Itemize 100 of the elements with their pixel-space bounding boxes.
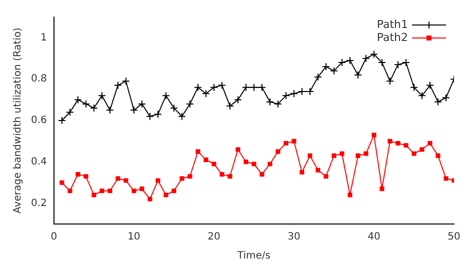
point <box>338 58 346 67</box>
x-tick-label: 30 <box>288 232 300 243</box>
y-tick-label: 0.8 <box>30 74 47 85</box>
point <box>364 151 368 156</box>
point <box>410 83 418 92</box>
x-tick-label: 50 <box>448 232 460 243</box>
point <box>196 149 200 154</box>
x-tick-label: 0 <box>50 232 58 243</box>
point <box>180 176 184 181</box>
x-tick-label: 10 <box>128 232 140 243</box>
point <box>420 147 424 152</box>
point <box>324 174 328 179</box>
legend-label: Path2 <box>376 30 408 44</box>
point <box>386 77 394 86</box>
point <box>330 66 338 75</box>
point <box>274 100 282 108</box>
point <box>228 174 232 179</box>
y-tick-label: 1 <box>40 32 47 44</box>
point <box>60 180 64 185</box>
point <box>436 153 440 158</box>
point <box>170 104 178 112</box>
point <box>148 196 152 202</box>
point <box>442 94 450 102</box>
point <box>218 81 226 90</box>
point <box>106 106 114 114</box>
point <box>290 90 298 98</box>
point <box>284 141 288 146</box>
point <box>388 138 392 144</box>
point <box>140 186 144 192</box>
point <box>226 102 234 110</box>
point <box>164 192 168 198</box>
point <box>130 106 138 114</box>
point <box>250 83 258 92</box>
x-tick-label: 20 <box>208 232 220 243</box>
point <box>260 172 264 177</box>
point <box>202 90 210 98</box>
point <box>220 172 224 177</box>
point <box>204 158 208 162</box>
y-tick-label: 0.6 <box>30 115 47 126</box>
point <box>132 188 136 194</box>
point <box>66 108 74 116</box>
y-tick-label: 0.2 <box>30 198 47 209</box>
point <box>156 178 160 183</box>
point <box>124 178 128 183</box>
point <box>68 188 72 194</box>
point <box>90 104 98 112</box>
point <box>418 92 426 100</box>
point <box>402 58 410 67</box>
point <box>428 141 432 146</box>
point <box>98 92 106 100</box>
point <box>396 141 400 146</box>
point <box>404 143 408 148</box>
point <box>276 149 280 154</box>
point <box>378 58 386 67</box>
point <box>354 70 362 79</box>
point <box>138 100 146 108</box>
point <box>300 170 304 175</box>
point <box>258 83 266 92</box>
point <box>434 98 442 106</box>
point <box>108 188 112 194</box>
point <box>332 153 336 158</box>
point <box>370 50 378 58</box>
point <box>172 188 176 194</box>
point <box>266 98 274 106</box>
point <box>394 60 402 69</box>
point <box>268 162 272 166</box>
point <box>316 168 320 172</box>
point <box>346 56 354 64</box>
point <box>340 151 344 156</box>
point <box>116 176 120 181</box>
point <box>292 138 296 144</box>
point <box>380 186 384 192</box>
point <box>212 162 216 166</box>
point <box>210 83 218 92</box>
point <box>242 83 250 92</box>
point <box>122 77 130 86</box>
point <box>74 96 82 104</box>
point <box>348 192 352 198</box>
point <box>84 174 88 179</box>
point <box>194 83 202 92</box>
point <box>426 81 434 90</box>
x-axis-title: Time/s <box>236 250 270 262</box>
point <box>314 73 322 82</box>
point <box>162 92 170 100</box>
point <box>308 153 312 158</box>
point <box>82 100 90 108</box>
point <box>100 188 104 194</box>
point <box>114 81 122 90</box>
point <box>282 92 290 100</box>
point <box>146 112 154 120</box>
legend-label: Path1 <box>376 18 408 31</box>
point <box>236 147 240 152</box>
point <box>154 110 162 118</box>
x-tick-label: 40 <box>368 232 380 243</box>
point <box>322 62 330 71</box>
point <box>372 132 376 138</box>
y-axis-title: Average bandwidth utilization (Ratio) <box>12 27 24 214</box>
point <box>356 153 360 158</box>
point <box>178 112 186 120</box>
point <box>234 96 242 104</box>
